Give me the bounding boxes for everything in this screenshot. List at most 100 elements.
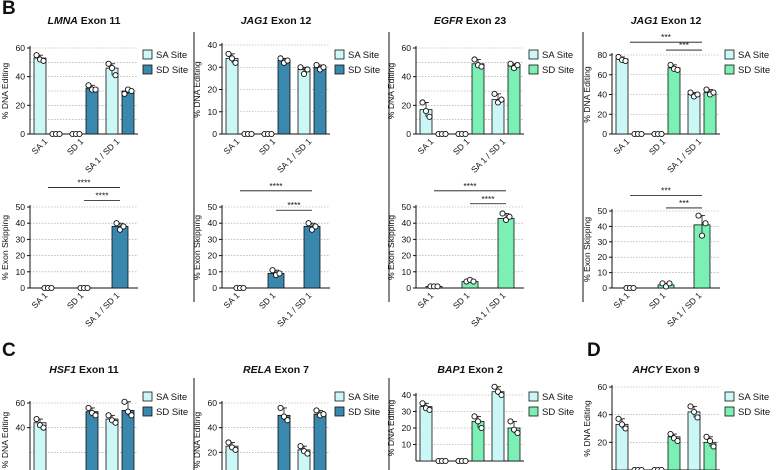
chart-title-exon: Exon 7 xyxy=(272,364,310,376)
chart-title-gene: BAP1 xyxy=(437,364,465,376)
chart-title: LMNA Exon 11 xyxy=(48,15,121,27)
y-axis-label: % Exon Skipping xyxy=(582,217,592,282)
y-tick-label: 20 xyxy=(597,252,607,262)
bar-exon-skipping xyxy=(497,217,515,289)
legend-swatch-sa xyxy=(528,49,539,60)
significance-label: *** xyxy=(679,198,690,208)
data-point xyxy=(33,415,40,423)
data-point xyxy=(312,223,319,230)
chart-title-exon: Exon 9 xyxy=(662,364,700,376)
y-tick-label: 20 xyxy=(401,423,411,433)
chart-bap1-edit: BAP1 Exon 2 10 20 30 40 % DNA Editing SA Site S… xyxy=(386,364,574,465)
data-point xyxy=(92,412,99,419)
data-point xyxy=(276,270,283,277)
y-tick-label: 40 xyxy=(15,218,25,228)
y-tick-label: 30 xyxy=(207,62,217,72)
data-point xyxy=(514,429,521,437)
data-point xyxy=(76,130,83,138)
data-point xyxy=(703,433,710,440)
chart-title-exon: Exon 23 xyxy=(463,15,506,27)
chart-lmna-skip: 0 10 20 30 40 50 % Exon Skipping SA 1 SD 1SA 1 /… xyxy=(0,178,138,329)
data-point xyxy=(419,400,426,407)
legend-label-sd: SD Site xyxy=(156,65,188,76)
y-tick-label: 30 xyxy=(207,234,217,244)
data-point xyxy=(506,213,513,220)
data-point xyxy=(105,60,112,67)
x-tick-label: SA 1 / SD 1 xyxy=(83,136,122,175)
data-point xyxy=(304,450,311,457)
bar-sa-site xyxy=(615,58,629,135)
data-point xyxy=(225,439,232,446)
legend-label-sa: SA Site xyxy=(542,50,573,61)
data-point xyxy=(462,457,469,465)
data-point xyxy=(232,446,239,453)
legend-label-sa: SA Site xyxy=(738,50,769,61)
legend-label-sa: SA Site xyxy=(156,392,187,403)
legend-label-sd: SD Site xyxy=(542,65,574,76)
chart-title-gene: HSF1 xyxy=(49,364,76,376)
significance-label: *** xyxy=(661,32,672,42)
legend-swatch-sa xyxy=(334,391,345,402)
y-axis-label: % DNA Editing xyxy=(192,61,202,118)
y-tick-label: 20 xyxy=(15,251,25,261)
y-tick-label: 40 xyxy=(207,423,217,433)
data-point xyxy=(622,425,629,432)
data-point xyxy=(706,437,714,445)
x-tick-label: SD 1 xyxy=(647,136,668,157)
y-axis-label: % DNA Editing xyxy=(0,63,10,120)
y-tick-label: 60 xyxy=(597,70,607,80)
x-tick-label: SD 1 xyxy=(451,136,472,157)
significance-label: *** xyxy=(661,186,672,196)
chart-jag1-edit: JAG1 Exon 12 0 10 20 30 40 % DNA Editing SA 1 SD… xyxy=(192,15,380,175)
chart-title: JAG1 Exon 12 xyxy=(241,15,312,27)
data-point xyxy=(462,130,469,138)
chart-title-exon: Exon 11 xyxy=(78,15,121,27)
data-point xyxy=(313,61,320,69)
legend-label-sd: SD Site xyxy=(738,407,770,418)
bar-sd-site xyxy=(85,411,99,470)
legend-swatch-sa xyxy=(528,391,539,402)
significance-label: **** xyxy=(287,200,301,210)
y-tick-label: 0 xyxy=(20,283,25,293)
data-point xyxy=(426,406,433,413)
x-tick-label: SA 1 xyxy=(415,290,435,310)
data-point xyxy=(85,404,92,411)
bar-sa-site xyxy=(225,57,239,135)
legend-label-sa: SA Site xyxy=(156,50,187,61)
y-tick-label: 0 xyxy=(20,129,25,139)
data-point xyxy=(232,59,239,66)
panel-label-c: C xyxy=(2,340,16,361)
chart-title-exon: Exon 2 xyxy=(465,364,503,376)
legend-label-sa: SA Site xyxy=(542,392,573,403)
data-point xyxy=(658,130,665,138)
bar-sa-site xyxy=(419,406,433,462)
chart-title: BAP1 Exon 2 xyxy=(437,364,503,376)
data-point xyxy=(674,437,681,445)
chart-jag1-edit-green: JAG1 Exon 12 0 20 40 60 80 % DNA Editing SA 1 SD… xyxy=(582,15,770,175)
bar-sd-site xyxy=(121,90,135,135)
significance-label: **** xyxy=(95,191,109,201)
data-point xyxy=(618,421,626,428)
y-tick-label: 40 xyxy=(597,221,607,231)
y-axis-label: % Exon Skipping xyxy=(192,215,202,280)
y-axis-label: % DNA Editing xyxy=(386,63,396,120)
chart-egfr-edit: EGFR Exon 23 0 20 40 60 % DNA Editing SA 1 SD 1… xyxy=(386,15,574,175)
legend-swatch-sd xyxy=(724,64,735,75)
data-point xyxy=(491,383,498,390)
chart-title: HSF1 Exon 11 xyxy=(49,364,119,376)
bar-sd-site xyxy=(277,60,291,135)
x-tick-label: SD 1 xyxy=(257,136,278,157)
data-point xyxy=(630,284,637,292)
data-point xyxy=(666,280,673,287)
data-point xyxy=(419,99,426,106)
data-point xyxy=(687,89,694,96)
data-point xyxy=(507,60,514,67)
data-point xyxy=(105,412,112,419)
y-tick-label: 40 xyxy=(401,390,411,400)
y-tick-label: 50 xyxy=(15,202,25,212)
bar-sa-site xyxy=(491,391,505,462)
data-point xyxy=(674,66,681,73)
y-tick-label: 20 xyxy=(401,100,411,110)
data-point xyxy=(240,284,247,292)
